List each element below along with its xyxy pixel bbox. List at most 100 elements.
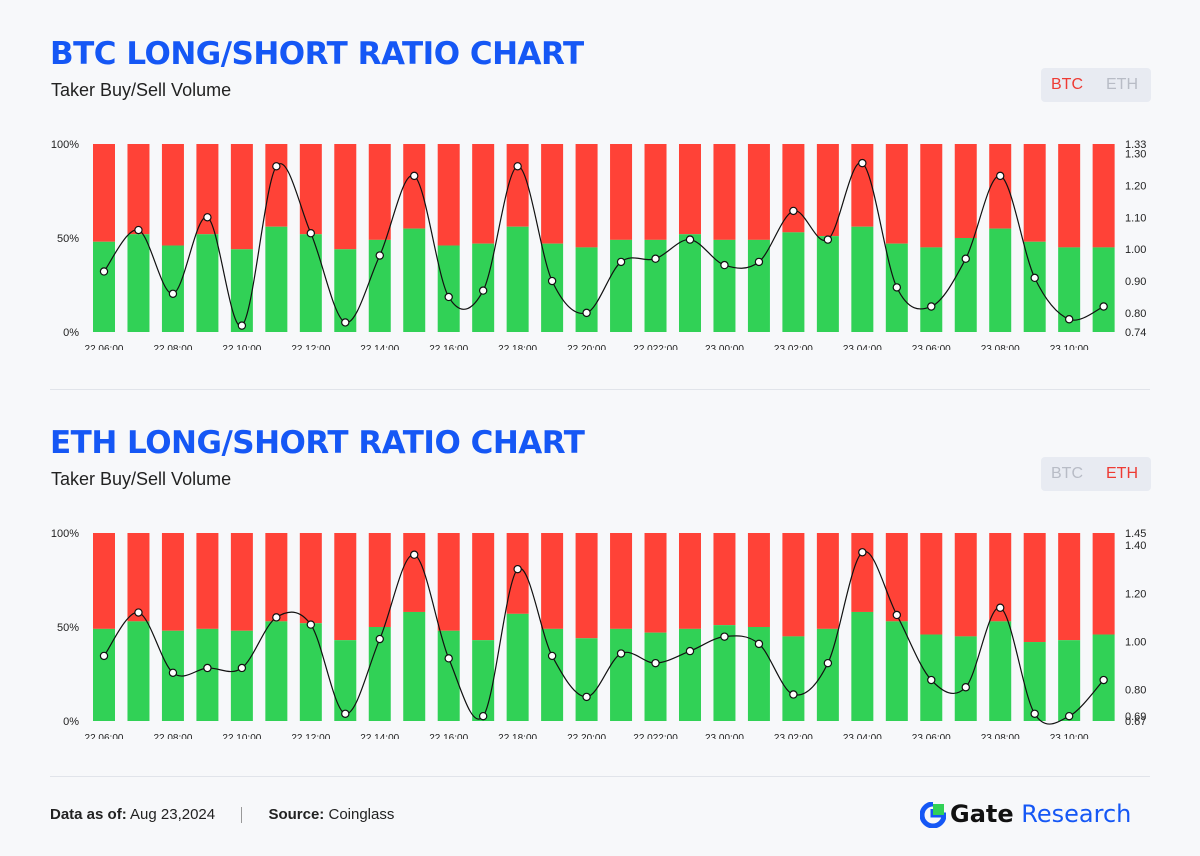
ratio-point <box>892 283 902 292</box>
short-bar <box>1023 144 1046 242</box>
ratio-point <box>996 171 1005 181</box>
btc-ratio-chart: 0% 50% 100% 0.74 0.80 0.90 1.00 1.10 1.20 1.301.3… <box>51 139 1147 350</box>
x-tick-label: 23,10:00 <box>1050 733 1089 739</box>
long-bar <box>265 226 288 332</box>
ratio-point <box>720 632 729 641</box>
long-bar <box>782 636 805 721</box>
long-bar <box>989 621 1012 721</box>
short-bar <box>747 144 770 240</box>
long-bar <box>230 249 253 332</box>
x-tick-label: 23,02:00 <box>774 344 813 350</box>
ratio-point <box>1099 675 1108 685</box>
ratio-point <box>892 610 902 620</box>
source-value: Coinglass <box>328 806 395 823</box>
y-left-tick-label: 100% <box>51 139 79 151</box>
footer-info: Data as of: Aug 23,2024 Source: Coinglas… <box>50 806 395 824</box>
long-bar <box>644 239 667 332</box>
x-tick-label: 22,12:00 <box>291 733 330 739</box>
x-tick-label: 23,06:00 <box>912 344 951 350</box>
short-bar <box>954 144 977 238</box>
short-bar <box>713 144 736 240</box>
short-bar <box>196 144 219 235</box>
chart-subtitle: Taker Buy/Sell Volume <box>51 80 232 100</box>
toggle-btc[interactable]: BTC <box>1051 465 1083 482</box>
brand-research: Research <box>1021 800 1132 828</box>
toggle-eth[interactable]: ETH <box>1106 465 1138 482</box>
short-bar <box>196 533 219 629</box>
short-bar <box>161 144 184 246</box>
long-bar <box>506 613 529 721</box>
short-bar <box>506 533 529 614</box>
ratio-point <box>375 251 384 260</box>
long-bar <box>644 632 667 721</box>
long-bar <box>506 226 529 332</box>
ratio-point <box>789 206 798 216</box>
ratio-point <box>858 158 867 168</box>
short-bar <box>610 144 633 240</box>
long-bar <box>610 239 633 332</box>
x-tick-label: 22,06:00 <box>85 733 124 739</box>
footer-separator <box>241 807 243 824</box>
long-bar <box>713 239 736 332</box>
ratio-point <box>927 675 936 685</box>
x-tick-label: 23,02:00 <box>774 733 813 739</box>
ratio-point <box>961 683 970 692</box>
footer-divider <box>50 776 1150 777</box>
short-bar <box>93 533 115 629</box>
long-bar <box>368 627 391 721</box>
y-right-tick-label: 1.45 <box>1125 528 1146 540</box>
short-bar <box>713 533 736 626</box>
ratio-point <box>1064 315 1074 324</box>
toggle-btc[interactable]: BTC <box>1051 76 1083 93</box>
ratio-point <box>237 663 247 673</box>
brand-name: Gate Research <box>950 800 1131 828</box>
long-bar <box>747 239 770 332</box>
short-bar <box>127 144 150 235</box>
long-bar <box>334 249 357 332</box>
ratio-point <box>444 654 453 663</box>
x-tick-label: 22,06:00 <box>85 344 124 350</box>
ratio-point <box>478 711 488 721</box>
y-right-tick-label: 1.00 <box>1125 636 1146 648</box>
ratio-point <box>1030 273 1039 283</box>
short-bar <box>644 144 667 240</box>
x-tick-label: 22,16:00 <box>429 733 468 739</box>
ratio-point <box>927 302 936 311</box>
long-bar <box>782 232 805 332</box>
ratio-point <box>582 308 591 318</box>
x-tick-label: 22,08:00 <box>153 733 192 739</box>
short-bar <box>816 533 839 629</box>
short-bar <box>885 144 908 244</box>
short-bar <box>368 144 391 240</box>
long-bar <box>334 640 357 721</box>
chart-title: BTC LONG/SHORT RATIO CHART <box>50 36 584 72</box>
toggle-eth[interactable]: ETH <box>1106 76 1138 93</box>
short-bar <box>472 144 495 244</box>
date-label: Data as of: <box>50 806 127 823</box>
long-bar <box>437 245 460 332</box>
long-bar <box>93 628 115 721</box>
ratio-point <box>341 318 350 327</box>
ratio-point <box>547 651 557 661</box>
long-bar <box>230 630 253 721</box>
y-right-tick-label: 0.69 <box>1125 711 1146 723</box>
x-tick-label: 22,022:00 <box>633 344 678 350</box>
long-bar <box>885 621 908 721</box>
x-tick-label: 23,04:00 <box>843 344 882 350</box>
asset-toggle: BTC ETH <box>1041 457 1151 491</box>
x-tick-label: 22,10:00 <box>222 733 261 739</box>
ratio-point <box>168 289 178 298</box>
x-tick-label: 23,04:00 <box>843 733 882 739</box>
y-right-tick-label: 0.67 <box>1125 716 1146 728</box>
long-bar <box>93 241 115 332</box>
ratio-point <box>651 658 660 668</box>
ratio-point <box>444 292 453 302</box>
short-bar <box>265 144 288 227</box>
x-tick-label: 23,08:00 <box>981 344 1020 350</box>
long-bar <box>1058 640 1081 721</box>
long-bar <box>299 234 322 332</box>
y-right-tick-label: 1.33 <box>1125 139 1146 151</box>
ratio-point <box>754 639 764 649</box>
short-bar <box>885 533 908 622</box>
long-bar <box>127 621 150 721</box>
